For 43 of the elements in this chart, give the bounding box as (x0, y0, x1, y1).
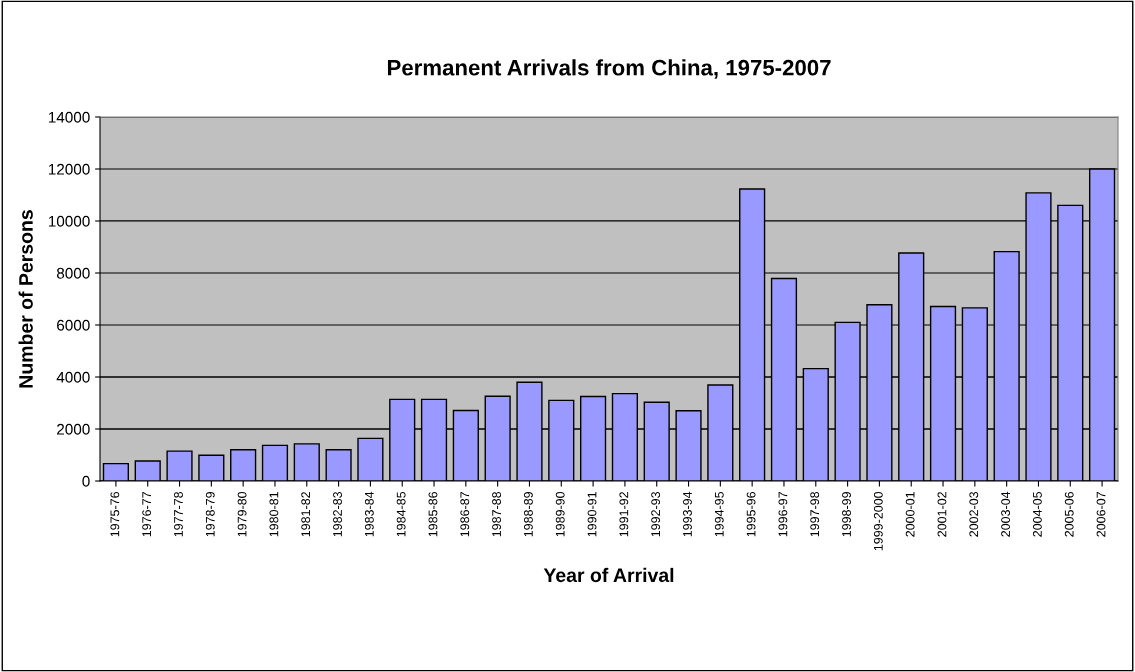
y-tick-label: 2000 (57, 423, 90, 435)
y-tick-label: 10000 (48, 215, 90, 227)
x-tick-label: 1989-90 (555, 491, 565, 537)
x-tick-label: 2000-01 (905, 492, 915, 537)
x-tick-label: 2006-07 (1096, 492, 1106, 537)
x-tick-label: 1994-95 (714, 491, 724, 537)
x-tick-label: 2004-05 (1032, 491, 1042, 537)
x-tick-label: 1993-94 (683, 491, 692, 537)
y-tick-label: 0 (82, 475, 90, 487)
x-tick-label: 1983-84 (364, 491, 374, 537)
y-axis-title: Number of Persons (18, 210, 33, 388)
x-tick-label: 1996-97 (778, 492, 788, 537)
y-tick-label: 4000 (56, 371, 90, 383)
x-tick-label: 1979-80 (237, 491, 247, 537)
x-tick-label: 1986-87 (460, 492, 470, 537)
x-tick-label: 1985-86 (428, 491, 438, 537)
x-tick-label: 1995-96 (746, 491, 756, 537)
x-tick-label: 1982-83 (333, 491, 342, 537)
x-axis-title: Year of Arrival (543, 567, 674, 583)
y-tick-label: 12000 (48, 163, 90, 175)
x-tick-label: 1976-77 (142, 492, 152, 537)
y-tick-label: 6000 (57, 319, 90, 331)
x-tick-label: 1992-93 (651, 491, 661, 537)
y-tick-label: 8000 (56, 267, 90, 279)
x-tick-label: 2001-02 (937, 492, 947, 537)
x-tick-label: 1999-2000 (873, 491, 883, 551)
x-tick-label: 1991-92 (619, 492, 629, 537)
x-tick-label: 2005-06 (1064, 491, 1074, 537)
x-tick-label: 1981-82 (301, 492, 311, 537)
x-tick-label: 1998-99 (842, 492, 851, 537)
x-tick-label: 1987-88 (492, 491, 502, 537)
x-tick-label: 1997-98 (810, 491, 820, 537)
x-tick-label: 1978-79 (205, 492, 215, 537)
y-tick-label: 14000 (48, 111, 90, 123)
chart-title: Permanent Arrivals from China, 1975-2007 (387, 59, 831, 79)
x-tick-label: 1984-85 (396, 491, 406, 537)
x-tick-label: 1980-81 (269, 492, 279, 537)
x-tick-label: 1988-89 (523, 492, 533, 537)
x-tick-label: 2002-03 (969, 491, 979, 537)
x-tick-label: 1990-91 (587, 492, 597, 537)
x-tick-label: 1975-76 (110, 491, 120, 537)
x-tick-label: 1977-78 (174, 491, 183, 537)
x-tick-label: 2003-04 (1001, 491, 1011, 537)
